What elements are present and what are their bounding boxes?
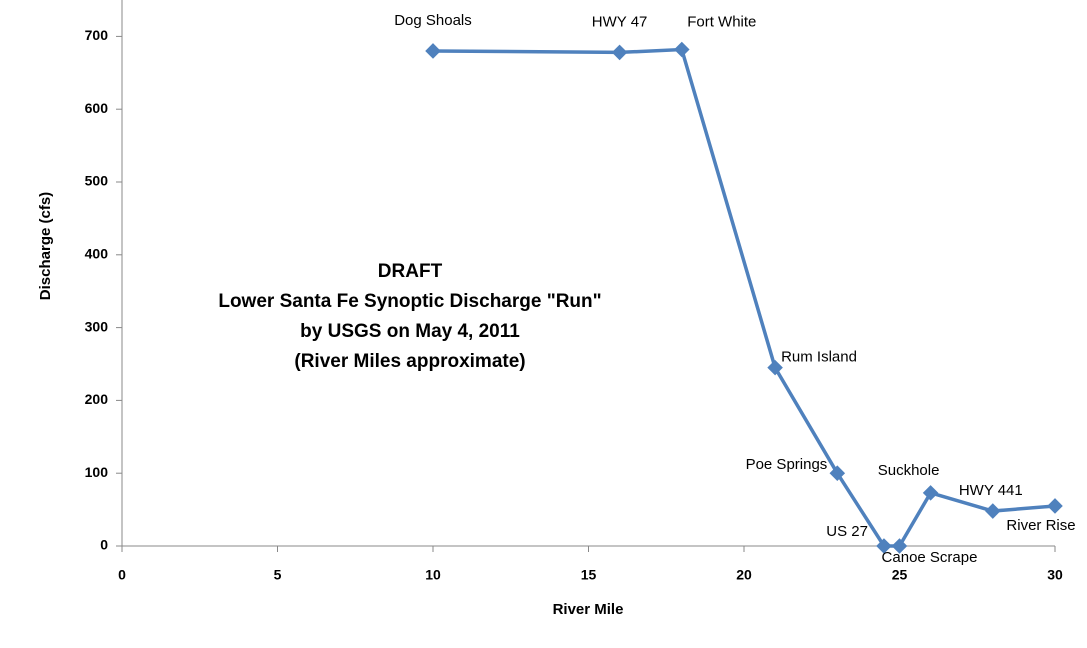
y-tick-label: 200 [85, 391, 109, 407]
data-label: HWY 441 [959, 482, 1023, 499]
marker [922, 485, 939, 501]
x-tick-label: 10 [425, 567, 441, 583]
y-tick-label: 700 [85, 27, 109, 43]
y-tick-label: 100 [85, 464, 109, 480]
y-tick-label: 300 [85, 318, 109, 334]
y-tick-label: 400 [85, 246, 109, 262]
x-tick-label: 20 [736, 567, 752, 583]
data-label: Canoe Scrape [882, 549, 978, 566]
marker [674, 41, 690, 58]
annotation: DRAFT [378, 261, 443, 282]
marker [891, 538, 908, 554]
marker [985, 503, 1001, 519]
y-tick-label: 500 [85, 173, 109, 189]
x-tick-label: 30 [1047, 567, 1063, 583]
data-label: US 27 [826, 523, 868, 540]
data-label: Dog Shoals [394, 12, 472, 29]
y-axis-title: Discharge (cfs) [37, 192, 54, 300]
marker [425, 43, 441, 59]
marker [611, 44, 628, 61]
data-label: Fort White [687, 13, 756, 30]
data-label: River Rise [1006, 517, 1075, 534]
marker [1047, 498, 1063, 514]
x-axis-title: River Mile [553, 601, 624, 618]
annotation: (River Miles approximate) [294, 351, 525, 372]
annotation: by USGS on May 4, 2011 [300, 321, 520, 342]
y-tick-label: 0 [100, 537, 108, 553]
x-tick-label: 25 [892, 567, 908, 583]
data-label: Rum Island [781, 349, 857, 366]
x-tick-label: 15 [581, 567, 597, 583]
data-label: HWY 47 [592, 13, 648, 30]
data-label: Poe Springs [746, 456, 828, 473]
x-tick-label: 5 [274, 567, 282, 583]
y-tick-label: 600 [85, 100, 109, 116]
data-label: Suckhole [878, 462, 940, 479]
x-tick-label: 0 [118, 567, 126, 583]
annotation: Lower Santa Fe Synoptic Discharge "Run" [218, 291, 601, 312]
marker [876, 538, 892, 554]
line [432, 47, 1056, 548]
